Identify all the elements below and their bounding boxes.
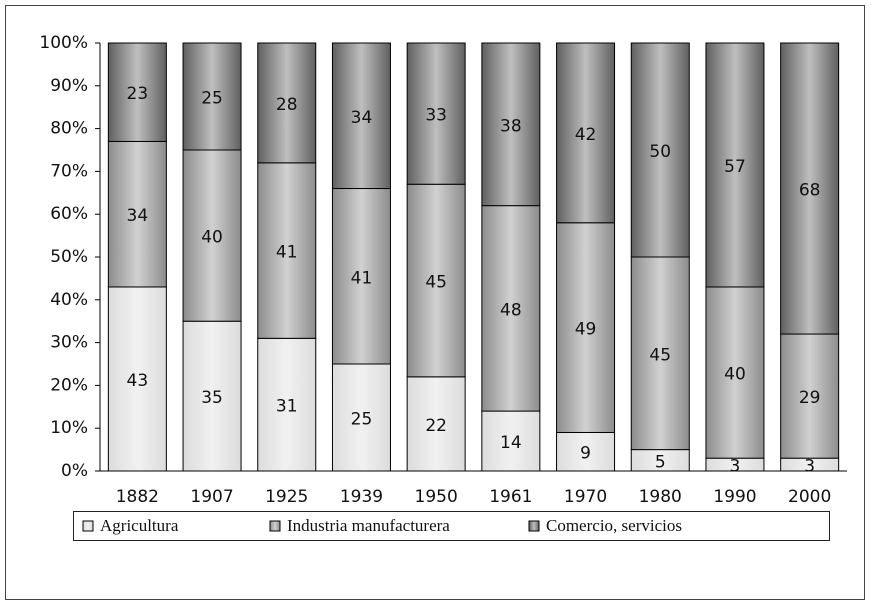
bar-segment — [481, 410, 541, 472]
bar-segment — [406, 42, 466, 185]
data-label: 68 — [799, 181, 821, 201]
data-label: 22 — [425, 416, 447, 436]
data-label: 31 — [276, 397, 298, 417]
bar-segment — [107, 42, 167, 142]
data-label: 34 — [127, 206, 149, 226]
bar-segment — [406, 183, 466, 378]
bar-segment — [257, 42, 317, 164]
legend-label: Industria manufacturera — [287, 516, 450, 535]
bar-segment — [705, 286, 765, 459]
y-tick-label: 70% — [50, 161, 88, 181]
bar-segment — [257, 162, 317, 339]
bar-segment — [182, 320, 242, 472]
bar-segment — [630, 256, 690, 451]
legend-box — [73, 511, 830, 541]
x-tick-label: 1907 — [190, 487, 233, 507]
data-label: 33 — [425, 106, 447, 126]
data-label: 43 — [127, 371, 149, 391]
data-label: 35 — [201, 388, 223, 408]
data-label: 49 — [575, 320, 597, 340]
data-label: 5 — [655, 452, 666, 472]
x-tick-label: 1961 — [489, 487, 532, 507]
y-tick-label: 40% — [50, 290, 88, 310]
data-label: 41 — [276, 243, 298, 263]
data-label: 50 — [649, 142, 671, 162]
y-tick-label: 20% — [50, 375, 88, 395]
bar-segment — [481, 42, 541, 207]
data-label: 3 — [730, 457, 741, 477]
bar-segment — [331, 42, 391, 190]
bar-segment — [257, 337, 317, 472]
bar-segment — [556, 42, 616, 224]
x-tick-label: 1925 — [265, 487, 308, 507]
bar-segment — [556, 431, 616, 472]
bar-segment — [182, 42, 242, 151]
bar-segment — [107, 286, 167, 472]
data-label: 38 — [500, 116, 522, 136]
data-label: 9 — [580, 444, 591, 464]
legend-swatch — [82, 520, 94, 532]
bar-segment — [780, 42, 840, 335]
bar-segment — [630, 42, 690, 258]
data-label: 40 — [724, 365, 746, 385]
data-label: 42 — [575, 125, 597, 145]
data-label: 40 — [201, 228, 223, 248]
bar-segment — [481, 205, 541, 412]
data-label: 48 — [500, 300, 522, 320]
data-label: 25 — [351, 410, 373, 430]
y-tick-label: 90% — [50, 76, 88, 96]
legend-label: Comercio, servicios — [546, 516, 682, 535]
y-tick-label: 0% — [61, 461, 88, 481]
data-label: 34 — [351, 108, 373, 128]
data-label: 41 — [351, 268, 373, 288]
data-label: 57 — [724, 157, 746, 177]
data-label: 45 — [649, 345, 671, 365]
data-label: 29 — [799, 388, 821, 408]
data-label: 25 — [201, 89, 223, 109]
data-label: 28 — [276, 95, 298, 115]
bar-segment — [107, 140, 167, 288]
y-tick-label: 100% — [39, 33, 88, 53]
x-tick-label: 1980 — [639, 487, 682, 507]
data-label: 45 — [425, 273, 447, 293]
y-tick-label: 10% — [50, 418, 88, 438]
x-tick-label: 1939 — [340, 487, 383, 507]
legend-swatch — [528, 520, 540, 532]
x-tick-label: 1950 — [415, 487, 458, 507]
x-tick-label: 1990 — [713, 487, 756, 507]
bar-segment — [705, 42, 765, 288]
y-tick-label: 60% — [50, 204, 88, 224]
legend-swatch — [269, 520, 281, 532]
data-label: 23 — [127, 84, 149, 104]
x-tick-label: 1882 — [116, 487, 159, 507]
x-tick-label: 2000 — [788, 487, 831, 507]
y-tick-label: 50% — [50, 247, 88, 267]
data-label: 14 — [500, 433, 522, 453]
y-tick-label: 30% — [50, 333, 88, 353]
legend-label: Agricultura — [100, 516, 179, 535]
y-tick-label: 80% — [50, 119, 88, 139]
bar-segment — [182, 149, 242, 322]
data-label: 3 — [804, 457, 815, 477]
bar-segment — [406, 376, 466, 472]
bar-segment — [556, 222, 616, 433]
x-tick-label: 1970 — [564, 487, 607, 507]
bar-segment — [331, 188, 391, 365]
